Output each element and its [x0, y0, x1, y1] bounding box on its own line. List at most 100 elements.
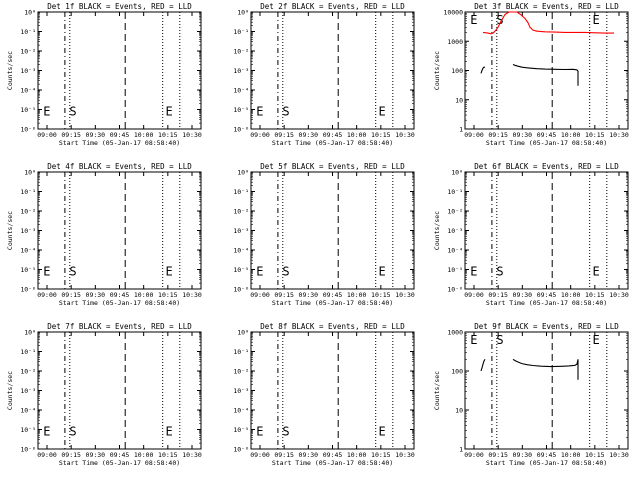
x-axis-label: Start Time (05-Jan-17 08:58:40) — [59, 139, 180, 147]
y-tick-label: 10⁻² — [233, 208, 249, 216]
x-tick-label: 09:45 — [323, 131, 343, 139]
x-axis-label: Start Time (05-Jan-17 08:58:40) — [272, 299, 393, 307]
panel-title: Det 4f BLACK = Events, RED = LLD — [47, 162, 192, 171]
x-tick-label: 10:00 — [134, 291, 154, 299]
y-tick-label: 10⁻¹ — [233, 348, 249, 356]
x-tick-label: 10:30 — [395, 451, 415, 459]
y-tick-label: 10⁻² — [20, 208, 36, 216]
y-tick-label: 10⁻⁶ — [20, 286, 36, 294]
events-series-line — [480, 359, 486, 372]
x-tick-label: 10:30 — [395, 291, 415, 299]
x-tick-label: 10:00 — [347, 291, 367, 299]
y-tick-label: 10⁰ — [451, 169, 463, 177]
y-tick-label: 10⁻⁵ — [233, 266, 249, 274]
y-tick-label: 10⁻² — [447, 208, 463, 216]
x-axis-label: Start Time (05-Jan-17 08:58:40) — [272, 139, 393, 147]
x-tick-label: 10:00 — [561, 451, 581, 459]
y-tick-label: 1 — [459, 446, 463, 454]
x-tick-label: 09:00 — [250, 451, 270, 459]
marker-e: E — [256, 425, 263, 439]
y-tick-label: 10⁻⁶ — [447, 286, 463, 294]
y-tick-label: 10⁻⁵ — [233, 106, 249, 114]
marker-s: S — [496, 265, 503, 279]
x-tick-label: 09:15 — [274, 131, 294, 139]
x-tick-label: 10:00 — [134, 451, 154, 459]
x-tick-label: 09:30 — [513, 131, 533, 139]
marker-e: E — [256, 105, 263, 119]
y-tick-label: 10⁻⁵ — [20, 266, 36, 274]
y-tick-label: 10⁻³ — [233, 227, 249, 235]
y-tick-label: 1 — [459, 126, 463, 134]
x-tick-label: 09:00 — [250, 291, 270, 299]
plot-frame — [464, 11, 629, 130]
x-tick-label: 10:00 — [347, 451, 367, 459]
y-tick-label: 10⁻² — [233, 368, 249, 376]
x-tick-label: 09:00 — [37, 451, 57, 459]
marker-e: E — [379, 265, 386, 279]
y-tick-label: 10⁻⁶ — [233, 286, 249, 294]
y-tick-label: 10⁻² — [233, 48, 249, 56]
x-tick-label: 10:15 — [371, 451, 391, 459]
x-axis-label: Start Time (05-Jan-17 08:58:40) — [59, 299, 180, 307]
marker-s: S — [69, 265, 76, 279]
panel-det-1: Det 1f BLACK = Events, RED = LLD 10⁰ 10⁻¹ 1… — [6, 2, 202, 147]
marker-e: E — [593, 333, 600, 347]
y-tick-label: 10⁻⁵ — [447, 266, 463, 274]
y-tick-label: 10⁻⁴ — [20, 407, 36, 415]
marker-s: S — [69, 425, 76, 439]
panel-det-9: Det 9f BLACK = Events, RED = LLD 1 10 100 10… — [433, 322, 629, 467]
x-tick-label: 09:15 — [61, 131, 81, 139]
marker-s: S — [69, 105, 76, 119]
marker-e: E — [470, 265, 477, 279]
y-tick-label: 10⁻⁵ — [20, 426, 36, 434]
y-axis-label: Counts/sec — [433, 371, 441, 410]
x-tick-label: 10:15 — [585, 451, 605, 459]
x-tick-label: 10:00 — [561, 131, 581, 139]
x-tick-label: 10:15 — [158, 131, 178, 139]
plot-frame — [464, 331, 629, 450]
plot-frame — [37, 331, 202, 450]
y-tick-label: 10⁻² — [20, 48, 36, 56]
panel-det-8: Det 8f BLACK = Events, RED = LLD 10⁰ 10⁻¹ 1… — [233, 322, 415, 467]
y-tick-label: 10⁻³ — [447, 227, 463, 235]
marker-e: E — [379, 105, 386, 119]
y-tick-label: 10⁻⁶ — [233, 126, 249, 134]
y-tick-label: 10⁻⁵ — [233, 426, 249, 434]
x-tick-label: 09:45 — [110, 131, 130, 139]
plot-frame — [37, 171, 202, 290]
x-tick-label: 10:00 — [347, 131, 367, 139]
y-tick-label: 10⁻⁴ — [447, 247, 463, 255]
y-tick-label: 10⁰ — [237, 329, 249, 337]
panel-det-5: Det 5f BLACK = Events, RED = LLD 10⁰ 10⁻¹ 1… — [233, 162, 415, 307]
x-tick-label: 10:00 — [134, 131, 154, 139]
y-tick-label: 10⁰ — [237, 169, 249, 177]
x-tick-label: 10:15 — [371, 131, 391, 139]
y-tick-label: 10⁻⁴ — [233, 87, 249, 95]
x-tick-label: 09:45 — [323, 291, 343, 299]
panel-det-6: Det 6f BLACK = Events, RED = LLD 10⁰ 10⁻¹ 1… — [433, 162, 629, 307]
marker-s: S — [282, 265, 289, 279]
x-tick-label: 09:45 — [110, 291, 130, 299]
x-tick-label: 09:30 — [513, 451, 533, 459]
y-tick-label: 10⁻⁴ — [233, 407, 249, 415]
y-tick-label: 10⁻¹ — [447, 188, 463, 196]
panel-title: Det 6f BLACK = Events, RED = LLD — [474, 162, 619, 171]
x-tick-label: 09:45 — [323, 451, 343, 459]
panel-title: Det 5f BLACK = Events, RED = LLD — [260, 162, 405, 171]
panel-det-3: Det 3f BLACK = Events, RED = LLD 1 10 100 10… — [433, 2, 629, 147]
x-tick-label: 09:30 — [513, 291, 533, 299]
panel-title: Det 2f BLACK = Events, RED = LLD — [260, 2, 405, 11]
x-tick-label: 09:00 — [464, 291, 484, 299]
y-tick-label: 10⁻⁵ — [20, 106, 36, 114]
y-tick-label: 10⁻⁴ — [20, 247, 36, 255]
y-tick-label: 10⁻⁴ — [233, 247, 249, 255]
x-tick-label: 09:45 — [110, 451, 130, 459]
y-tick-label: 10⁻¹ — [233, 28, 249, 36]
x-tick-label: 10:00 — [561, 291, 581, 299]
y-tick-label: 10⁻¹ — [20, 188, 36, 196]
marker-e: E — [43, 265, 50, 279]
x-axis-label: Start Time (05-Jan-17 08:58:40) — [486, 139, 607, 147]
panel-title: Det 8f BLACK = Events, RED = LLD — [260, 322, 405, 331]
x-tick-label: 09:30 — [86, 131, 106, 139]
